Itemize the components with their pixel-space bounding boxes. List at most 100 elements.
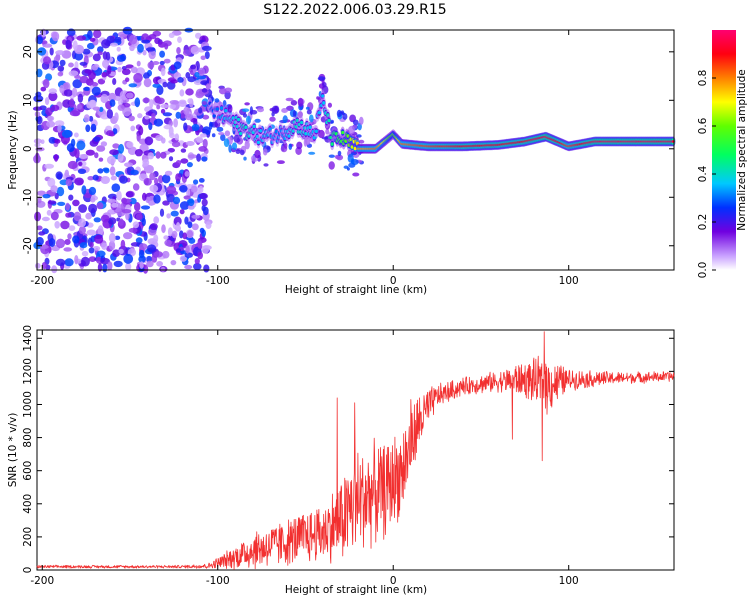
colorbar-label: Normalized spectral amplitude <box>736 69 748 230</box>
spectrogram-noise-cell <box>202 126 211 136</box>
spectrogram-noise-cell <box>55 50 65 56</box>
spectrogram-noise-cell <box>34 211 42 222</box>
spectrogram-noise-cell <box>106 155 116 165</box>
spectrogram-noise-cell <box>135 237 143 244</box>
spectrogram-scatter-cell <box>239 149 245 156</box>
spectrogram-scatter-cell <box>346 167 350 171</box>
spectrogram-noise-cell <box>93 136 101 142</box>
spectrogram-scatter-cell <box>266 146 271 150</box>
spectrogram-noise-cell <box>173 61 182 70</box>
spectrogram-noise-cell <box>44 97 50 106</box>
spectrogram-noise-cell <box>163 58 171 64</box>
spectrogram-noise-cell <box>65 212 72 218</box>
spectrogram-noise-cell <box>142 158 150 167</box>
spectrogram-noise-cell <box>63 247 72 252</box>
spectrogram-noise-cell <box>174 133 180 141</box>
spectrogram-noise-cell <box>43 43 53 48</box>
spectrogram-noise-cell <box>193 118 198 126</box>
spectrogram-noise-cell <box>142 97 150 104</box>
spectrogram-scatter-cell <box>351 159 359 165</box>
colorbar-tick-label: 0.8 <box>697 70 709 87</box>
spectrogram-scatter-cell <box>271 105 280 115</box>
spectrogram-noise-cell <box>116 190 122 201</box>
spectrogram-noise-cell <box>100 176 111 184</box>
spectrogram-noise-cell <box>101 39 111 49</box>
spectrogram-noise-cell <box>141 218 146 226</box>
spectrogram-noise-cell <box>36 36 43 45</box>
spectrogram-noise-cell <box>77 93 84 103</box>
spectrogram-noise-cell <box>108 240 116 251</box>
spectrogram-noise-cell <box>40 244 49 249</box>
spectrogram-noise-cell <box>149 99 154 109</box>
spectrogram-scatter-cell <box>246 115 251 125</box>
spectrogram-scatter-cell <box>218 132 225 136</box>
snr-y-label: SNR (10 * v/v) <box>7 413 19 488</box>
spectrogram-ridge-core <box>300 120 304 125</box>
spectrogram-noise-cell <box>159 50 166 58</box>
spectrogram-noise-cell <box>185 88 194 96</box>
spectrogram-noise-cell <box>113 260 123 268</box>
spectrogram-ridge-core <box>330 142 334 146</box>
spectrogram-noise-cell <box>121 197 128 204</box>
spectrogram-noise-cell <box>92 246 101 251</box>
spectrogram-noise-cell <box>160 104 169 109</box>
spectrogram-noise-cell <box>42 194 51 199</box>
spectrogram-noise-cell <box>138 255 146 263</box>
spectrogram-noise-cell <box>90 197 96 203</box>
spectrogram-noise-cell <box>41 216 50 222</box>
spectrogram-noise-cell <box>180 158 189 164</box>
spectrogram-scatter-cell <box>276 160 285 165</box>
spectrogram-noise-cell <box>51 265 58 274</box>
spectrogram-scatter-cell <box>216 126 224 132</box>
spectrogram-scatter-cell <box>286 105 293 111</box>
spectrogram-noise-cell <box>191 123 200 132</box>
spectrogram-noise-cell <box>117 152 124 162</box>
spectrogram-scatter-cell <box>231 142 238 150</box>
spectrogram-noise-cell <box>51 31 60 42</box>
spectrogram-noise-cell <box>175 222 181 231</box>
spectrogram-noise-cell <box>89 241 94 248</box>
spectrogram-noise-cell <box>96 250 106 258</box>
spectrogram-noise-cell <box>76 103 83 110</box>
spectrogram-noise-cell <box>164 239 172 247</box>
spectrogram-noise-cell <box>50 185 58 193</box>
spectrogram-noise-cell <box>55 238 66 249</box>
spectrogram-noise-cell <box>117 66 122 73</box>
spectrogram-noise-cell <box>159 60 165 66</box>
spectrogram-noise-cell <box>162 81 168 88</box>
spectrogram-noise-cell <box>201 205 206 212</box>
spectrogram-noise-cell <box>109 149 119 156</box>
spectrogram-noise-cell <box>193 262 202 271</box>
spectrogram-scatter-cell <box>224 87 233 93</box>
spectrogram-noise-cell <box>100 257 110 265</box>
spectrogram-scatter-cell <box>303 138 308 147</box>
spectrogram-scatter-cell <box>336 109 342 118</box>
spectrogram-noise-cell <box>201 245 210 254</box>
spectrogram-noise-cell <box>184 113 194 121</box>
spectrogram-noise-cell <box>85 212 92 220</box>
spectrogram-noise-cell <box>160 67 166 77</box>
spectrogram-noise-cell <box>153 216 160 224</box>
spectrogram-noise-cell <box>59 84 65 94</box>
spectrogram-noise-cell <box>204 51 210 60</box>
spectrogram-noise-cell <box>102 51 108 60</box>
spectrogram-noise-cell <box>114 235 121 240</box>
spectrogram-noise-cell <box>118 218 124 226</box>
spectrogram-noise-cell <box>94 152 99 159</box>
spectrogram-noise-cell <box>47 200 57 205</box>
spectrogram-noise-cell <box>72 199 80 207</box>
spectrogram-noise-cell <box>47 177 56 188</box>
spectrogram-noise-cell <box>175 160 182 166</box>
spectrogram-noise-cell <box>194 258 200 265</box>
spectrogram-noise-cell <box>77 168 87 174</box>
spectrogram-noise-cell <box>198 185 204 194</box>
spectrogram-ridge-core <box>239 131 243 136</box>
spectrogram-noise-cell <box>156 104 161 110</box>
spectrogram-noise-cell <box>140 205 151 210</box>
spectrogram-scatter-cell <box>228 144 233 153</box>
spectrogram-marks <box>32 26 676 274</box>
colorbar-gradient <box>712 30 736 270</box>
spectrogram-noise-cell <box>163 235 169 240</box>
spectrogram-noise-cell <box>183 122 188 131</box>
spectrogram-noise-cell <box>188 237 196 244</box>
